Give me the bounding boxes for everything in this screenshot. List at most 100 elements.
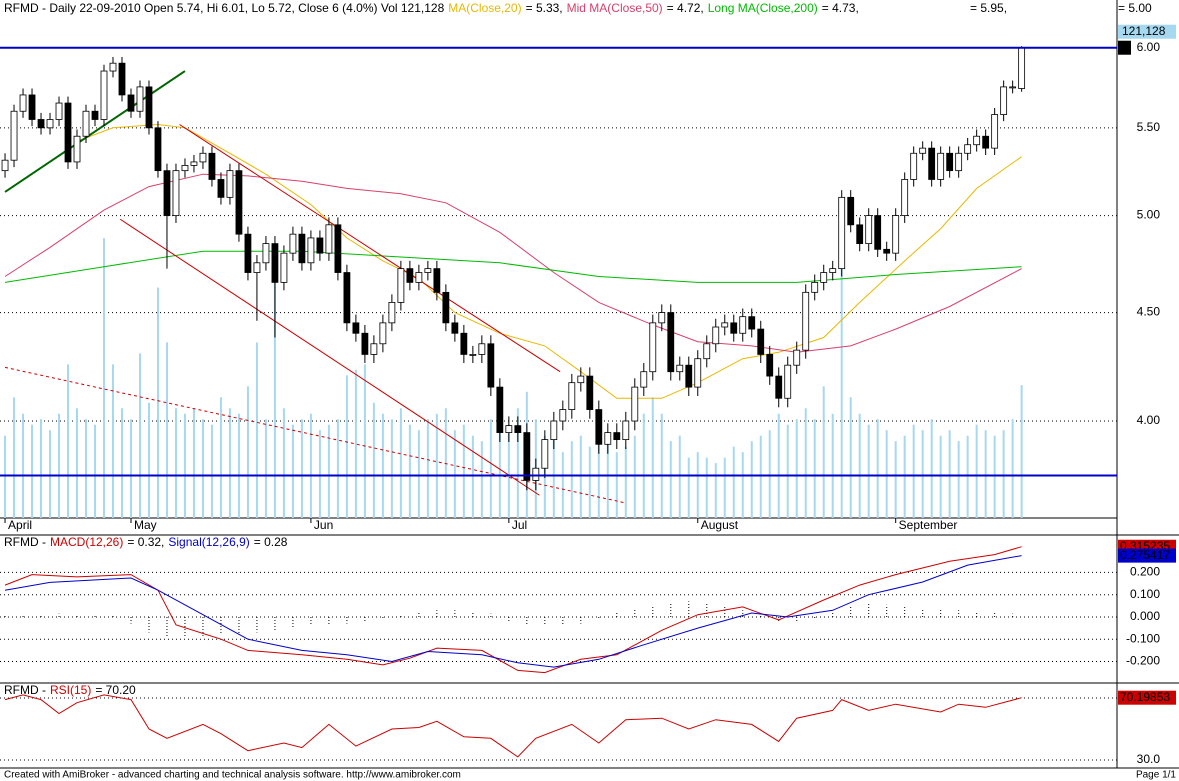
volume-bar xyxy=(948,430,951,518)
y-tick-label: -0.100 xyxy=(1126,631,1160,645)
legend-value: = 4.73, xyxy=(822,1,859,15)
volume-bar xyxy=(966,435,969,518)
volume-bar xyxy=(588,446,591,518)
candle-body xyxy=(1018,47,1026,89)
header-title: RFMD - xyxy=(4,683,46,697)
candle-body xyxy=(991,114,999,149)
legend-value: = 70.20 xyxy=(95,683,136,697)
candle-body xyxy=(487,343,495,388)
candle-body xyxy=(901,179,909,216)
candle-body xyxy=(154,127,162,172)
candle-body xyxy=(361,332,369,355)
volume-bar xyxy=(984,430,987,518)
legend-name: Long MA(Close,200) xyxy=(708,1,818,15)
candle-body xyxy=(775,375,783,399)
volume-bar xyxy=(579,435,582,518)
volume-bar xyxy=(183,413,186,518)
volume-bar xyxy=(399,408,402,518)
volume-bar xyxy=(651,397,654,518)
volume-bar xyxy=(750,441,753,518)
volume-bar xyxy=(201,419,204,518)
volume-bar xyxy=(741,452,744,518)
legend-name: Mid MA(Close,50) xyxy=(567,1,663,15)
candle-body xyxy=(892,215,900,254)
legend-name: MA(Close,20) xyxy=(448,1,521,15)
candle-body xyxy=(685,364,693,388)
candle-body xyxy=(73,135,81,163)
candle-body xyxy=(856,224,864,245)
volume-bar xyxy=(363,364,366,518)
volume-bar xyxy=(597,430,600,518)
candle-body xyxy=(982,135,990,149)
candle-body xyxy=(973,135,981,146)
candle-body xyxy=(325,224,333,254)
candle-body xyxy=(739,316,747,334)
candle-body xyxy=(757,328,765,355)
candle-body xyxy=(262,243,270,264)
last-value-label: 70.19853 xyxy=(1120,690,1170,704)
candle-body xyxy=(316,237,324,254)
candle-body xyxy=(199,152,207,163)
candle-body xyxy=(289,233,297,254)
candle-body xyxy=(550,420,558,441)
series-line xyxy=(4,555,1022,668)
volume-bar xyxy=(462,424,465,518)
candle-body xyxy=(496,386,504,433)
candle-body xyxy=(883,248,891,254)
candle-body xyxy=(109,62,117,72)
candle-body xyxy=(865,215,873,245)
candle-body xyxy=(235,170,243,235)
series-line xyxy=(4,694,1022,758)
candle-body xyxy=(505,425,513,433)
candle-body xyxy=(586,375,594,410)
candle-body xyxy=(334,224,342,273)
legend-value: = 0.32, xyxy=(127,535,164,549)
candle-body xyxy=(613,432,621,441)
volume-bar xyxy=(777,413,780,518)
volume-bar xyxy=(993,435,996,518)
volume-bar xyxy=(957,441,960,518)
x-tick-label: August xyxy=(701,518,739,532)
volume-bar xyxy=(1002,430,1005,518)
candle-body xyxy=(766,354,774,377)
volume-bar xyxy=(471,435,474,518)
volume-bar xyxy=(669,441,672,518)
candle-body xyxy=(802,291,810,351)
volume-bar xyxy=(273,276,276,518)
candle-body xyxy=(946,152,954,172)
volume-bar xyxy=(732,446,735,518)
volume-bar xyxy=(615,452,618,518)
volume-bar xyxy=(129,419,132,518)
volume-bar xyxy=(417,430,420,518)
volume-bar xyxy=(894,441,897,518)
volume-bar xyxy=(768,430,771,518)
candle-body xyxy=(847,196,855,226)
volume-bar xyxy=(759,435,762,518)
volume-bar xyxy=(264,419,267,518)
candle-body xyxy=(298,233,306,264)
volume-bar xyxy=(849,397,852,518)
volume-bar xyxy=(444,408,447,518)
candle-body xyxy=(280,252,288,283)
candle-body xyxy=(253,262,261,273)
candle-body xyxy=(451,322,459,334)
series-line xyxy=(4,546,1022,674)
candle-body xyxy=(388,301,396,324)
candle-body xyxy=(523,432,531,481)
candle-body xyxy=(721,322,729,328)
candle-body xyxy=(145,86,153,129)
candle-body xyxy=(928,147,936,180)
y-tick-label: 0.100 xyxy=(1130,587,1160,601)
candle-body xyxy=(676,364,684,373)
volume-bar xyxy=(58,413,61,518)
candle-body xyxy=(127,94,135,112)
volume-bar xyxy=(85,419,88,518)
volume-bar xyxy=(40,419,43,518)
volume-bar xyxy=(552,430,555,518)
candle-body xyxy=(667,312,675,373)
candle-body xyxy=(658,312,666,324)
candle-body xyxy=(640,371,648,388)
x-tick-label: April xyxy=(8,518,32,532)
header-extra: = 5.00 xyxy=(1118,1,1152,15)
volume-bar xyxy=(255,342,258,518)
